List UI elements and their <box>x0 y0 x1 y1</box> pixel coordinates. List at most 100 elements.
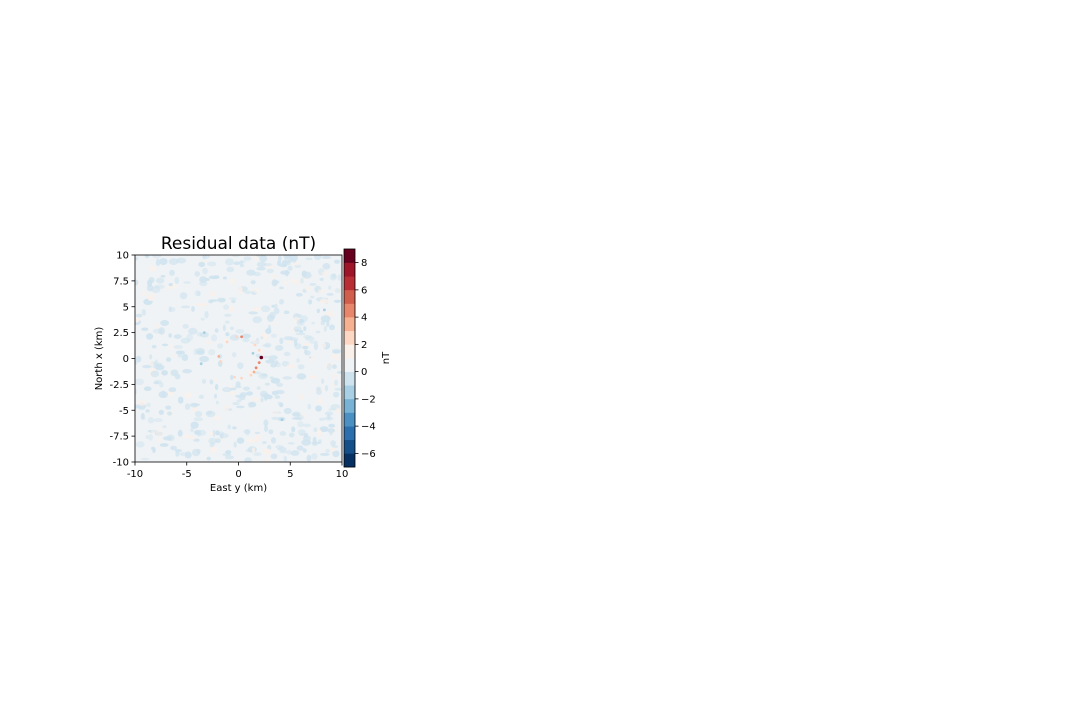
noise-blob <box>142 364 152 369</box>
noise-blob <box>182 369 193 374</box>
colorbar-frame <box>343 248 356 468</box>
noise-blob <box>270 437 277 444</box>
noise-blob <box>288 432 295 438</box>
noise-blob <box>200 317 205 321</box>
x-tick-label: -5 <box>182 469 192 480</box>
noise-blob <box>316 389 322 395</box>
noise-blob <box>217 297 226 303</box>
noise-blob <box>147 417 154 424</box>
noise-blob <box>279 402 284 408</box>
colorbar-segment <box>344 426 355 441</box>
noise-blob <box>173 345 183 349</box>
colorbar-tick-label: −4 <box>361 422 376 433</box>
noise-blob <box>193 303 203 306</box>
noise-blob <box>266 268 274 274</box>
noise-blob <box>199 331 209 338</box>
noise-blob <box>222 386 232 393</box>
anomaly-point <box>235 335 238 339</box>
noise-blob <box>230 326 234 330</box>
noise-blob <box>235 329 245 334</box>
noise-blob <box>283 336 294 341</box>
noise-blob <box>205 278 210 281</box>
colorbar-segment <box>344 289 355 304</box>
noise-blob <box>250 280 256 285</box>
x-tick-label: 0 <box>235 469 241 480</box>
noise-blob <box>320 428 328 432</box>
noise-blob <box>305 286 310 292</box>
noise-blob <box>268 429 274 435</box>
noise-blob <box>312 441 318 446</box>
noise-blob <box>145 435 149 439</box>
noise-blob <box>309 282 317 286</box>
noise-blob <box>309 340 318 344</box>
noise-blob <box>182 435 193 439</box>
noise-blob <box>231 255 240 258</box>
noise-blob <box>204 311 209 319</box>
noise-blob <box>246 438 257 443</box>
noise-blob <box>273 320 277 325</box>
noise-blob <box>286 363 296 369</box>
noise-blob <box>150 362 154 367</box>
colorbar-tick-label: −6 <box>361 449 376 460</box>
noise-blob <box>143 386 152 392</box>
noise-blob <box>238 286 243 294</box>
noise-blob <box>296 319 305 327</box>
colorbar-tick-label: 4 <box>361 313 367 324</box>
noise-blob <box>256 261 267 268</box>
noise-blob <box>251 339 261 344</box>
noise-blob <box>141 457 150 461</box>
noise-blob <box>194 290 201 297</box>
noise-blob <box>224 320 230 324</box>
noise-blob <box>298 429 306 435</box>
noise-blob <box>183 281 191 284</box>
noise-blob <box>301 270 307 277</box>
noise-blob <box>201 260 208 263</box>
colorbar-tick-label: 8 <box>361 258 367 269</box>
noise-blob <box>159 382 164 388</box>
noise-blob <box>246 391 254 396</box>
noise-blob <box>149 265 157 272</box>
noise-blob <box>282 376 293 380</box>
noise-blob <box>248 311 258 315</box>
noise-blob <box>177 351 183 358</box>
noise-blob <box>166 357 172 362</box>
noise-blob <box>146 402 151 408</box>
noise-blob <box>253 413 258 420</box>
noise-blob <box>209 442 215 448</box>
noise-blob <box>208 348 216 356</box>
noise-blob <box>256 266 266 271</box>
noise-blob <box>286 450 292 455</box>
noise-blob <box>318 417 325 421</box>
noise-blob <box>334 387 342 391</box>
noise-blob <box>245 449 253 452</box>
noise-blob <box>158 409 164 415</box>
noise-blob <box>279 337 284 345</box>
noise-blob <box>271 279 278 287</box>
noise-blob <box>233 261 241 266</box>
noise-blob <box>328 285 332 290</box>
noise-blob <box>287 340 294 344</box>
colorbar-segment <box>344 371 355 386</box>
colorbar-segment <box>344 317 355 332</box>
noise-blob <box>294 280 302 285</box>
noise-blob <box>242 386 250 391</box>
anomaly-point <box>280 418 284 421</box>
noise-blob <box>228 385 233 389</box>
noise-blob <box>140 414 145 420</box>
x-axis-label: East y (km) <box>210 483 267 494</box>
noise-blob <box>224 455 234 460</box>
noise-blob <box>255 338 260 344</box>
noise-blob <box>147 429 158 433</box>
noise-blob <box>314 255 322 261</box>
noise-blob <box>163 436 172 441</box>
noise-blob <box>310 295 315 299</box>
noise-blob <box>174 277 180 284</box>
noise-blob <box>334 379 339 386</box>
noise-blob <box>214 393 217 399</box>
noise-blob <box>295 332 306 336</box>
noise-blob <box>168 333 172 338</box>
x-tick-label: 5 <box>287 469 293 480</box>
noise-blob <box>321 378 325 385</box>
noise-blob <box>170 445 178 451</box>
anomaly-point <box>233 375 236 379</box>
